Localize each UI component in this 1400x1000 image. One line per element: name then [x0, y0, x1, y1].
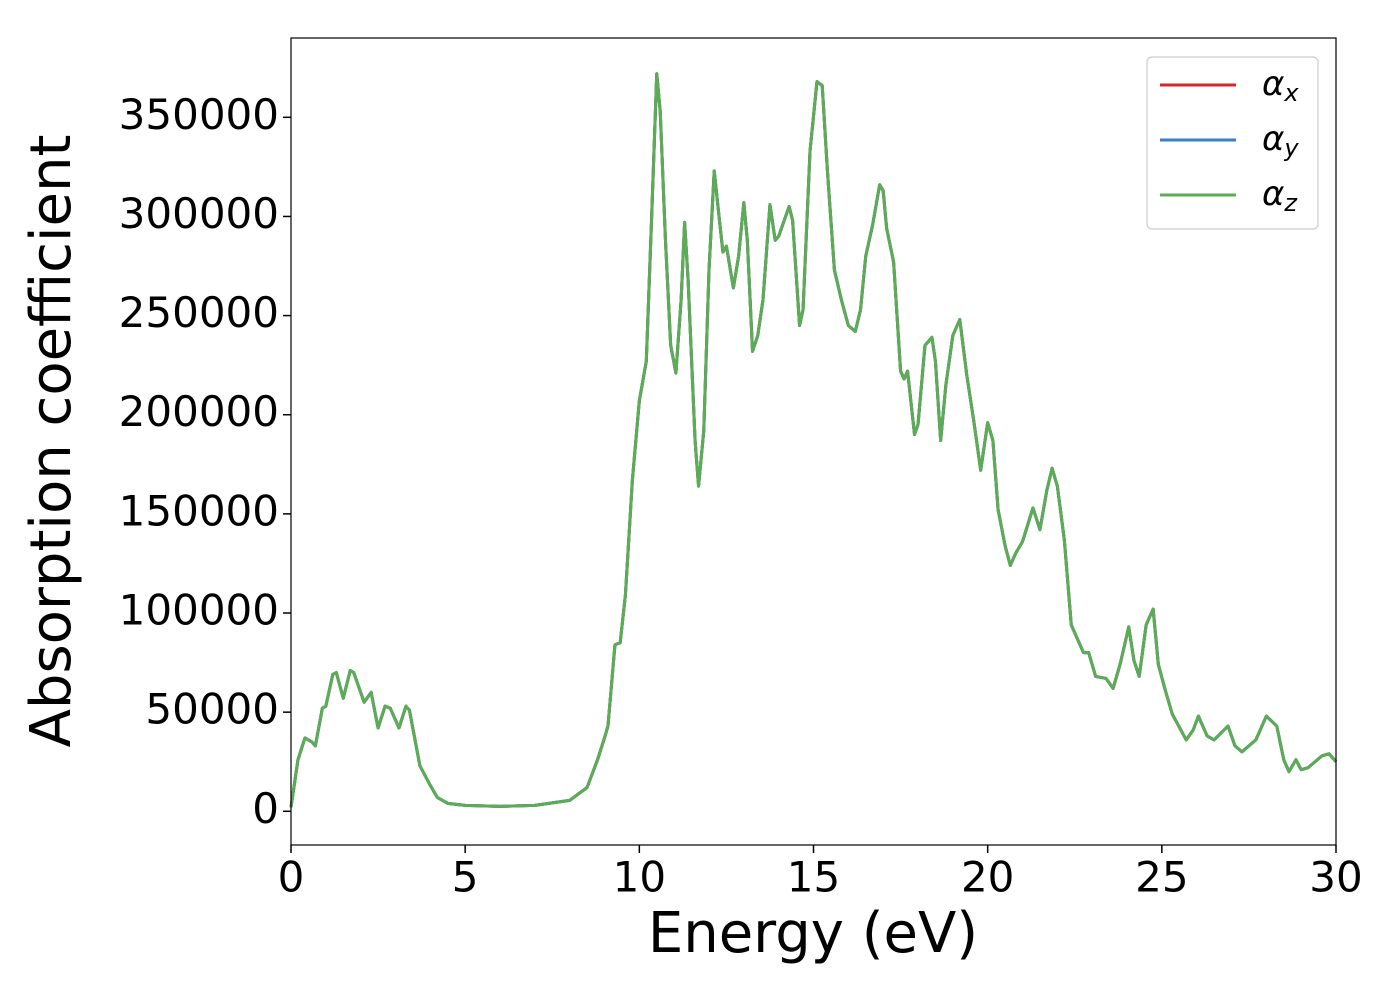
- data-line: [289, 72, 1338, 808]
- x-axis-label: Energy (eV): [648, 901, 978, 966]
- legend-box: [1146, 56, 1319, 230]
- x-tick-label: 25: [1135, 853, 1188, 902]
- y-tick-label: 350000: [119, 90, 279, 139]
- x-tick-label: 30: [1309, 853, 1362, 902]
- x-tick-label: 15: [787, 853, 840, 902]
- x-tick-label: 10: [613, 853, 666, 902]
- y-tick-label: 150000: [119, 486, 279, 535]
- x-tick-label: 20: [961, 853, 1014, 902]
- x-tick-label: 0: [278, 853, 305, 902]
- y-tick-label: 250000: [119, 288, 279, 337]
- y-tick-label: 200000: [119, 387, 279, 436]
- legend-label: αy: [1262, 119, 1299, 163]
- legend-label: αx: [1262, 64, 1299, 108]
- x-tick-label: 5: [452, 853, 479, 902]
- y-tick-label: 0: [252, 784, 279, 833]
- legend-label: αz: [1262, 174, 1298, 218]
- plot-frame: [290, 37, 1337, 846]
- y-tick-label: 300000: [119, 189, 279, 238]
- y-tick-label: 50000: [145, 685, 279, 734]
- y-axis-label: Absorption coefficient: [19, 135, 84, 748]
- y-tick-label: 100000: [119, 586, 279, 635]
